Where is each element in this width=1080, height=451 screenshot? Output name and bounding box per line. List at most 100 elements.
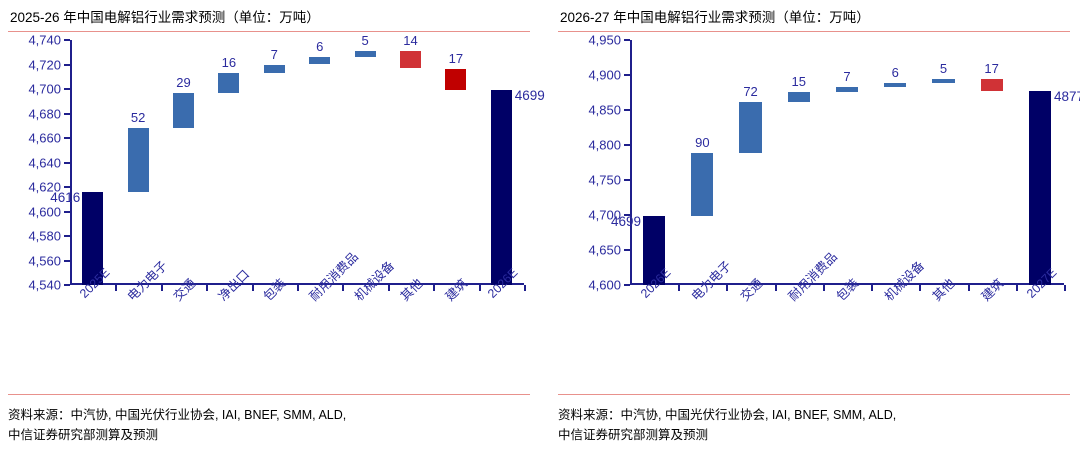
waterfall-bar bbox=[643, 215, 666, 285]
waterfall-bar bbox=[127, 128, 149, 192]
x-axis-tick bbox=[774, 285, 777, 291]
x-axis-tick bbox=[1015, 285, 1018, 291]
y-axis-label: 4,850 bbox=[588, 102, 621, 118]
title-divider-right bbox=[558, 31, 1070, 32]
y-axis-tick bbox=[624, 74, 630, 76]
x-axis-labels-left: 2025E 电力电子 交通 净出口 包装 耐用消费品 机械设备 其他 建筑 2026E bbox=[8, 250, 530, 360]
x-axis-tick bbox=[919, 285, 922, 291]
x-axis-tick bbox=[524, 285, 526, 291]
bar-value-label: 4877 bbox=[1053, 89, 1080, 105]
y-axis-tick bbox=[64, 112, 70, 115]
waterfall-bar bbox=[309, 57, 331, 65]
bar-value-label: 72 bbox=[743, 84, 758, 100]
bar-value-label: 6 bbox=[891, 64, 899, 80]
waterfall-bar bbox=[400, 51, 421, 69]
x-axis-tick bbox=[726, 285, 729, 291]
y-axis-tick bbox=[624, 249, 630, 251]
y-axis-tick bbox=[624, 214, 630, 216]
y-axis-label: 4,540 bbox=[28, 277, 61, 293]
y-axis-left bbox=[70, 40, 72, 285]
waterfall-bar bbox=[787, 91, 810, 103]
chart-panel-right: 2026-27 年中国电解铝行业需求预测（单位：万吨） 4,600 4,650 4,… bbox=[540, 0, 1080, 451]
y-axis-label: 4,950 bbox=[588, 32, 621, 48]
bar-value-label: 4616 bbox=[50, 189, 81, 205]
source-note-left: 资料来源：中汽协, 中国光伏行业协会, IAI, BNEF, SMM, ALD,… bbox=[8, 406, 530, 445]
x-axis-tick bbox=[433, 285, 436, 291]
bar-value-label: 7 bbox=[270, 46, 278, 62]
waterfall-bar bbox=[218, 73, 240, 93]
chart-area-left: 4,540 4,560 4,580 4,600 4,620 4,640 4,660 4,680… bbox=[8, 32, 544, 362]
source-divider-left bbox=[8, 394, 530, 395]
waterfall-bar bbox=[263, 64, 285, 74]
y-axis-label: 4,700 bbox=[588, 207, 621, 223]
x-axis-labels-right: 2026E 电力电子 交通 耐用消费品 包装 机械设备 其他 建筑 2027E bbox=[558, 250, 1070, 360]
x-axis-tick bbox=[822, 285, 825, 291]
y-axis-tick bbox=[64, 137, 70, 139]
x-axis-tick bbox=[678, 285, 681, 291]
y-axis-label: 4,740 bbox=[28, 32, 61, 48]
plot-left: 4,540 4,560 4,580 4,600 4,620 4,640 4,660 4,680… bbox=[28, 34, 544, 292]
bar-value-label: 17 bbox=[448, 51, 464, 67]
y-axis-tick bbox=[64, 186, 70, 188]
x-axis-tick bbox=[1064, 285, 1066, 291]
y-axis-label: 4,680 bbox=[28, 106, 61, 121]
x-axis-tick bbox=[297, 285, 299, 291]
y-axis-label: 4,750 bbox=[588, 172, 621, 188]
y-axis-tick bbox=[64, 210, 70, 213]
x-axis-tick bbox=[967, 285, 970, 291]
waterfall-bar bbox=[932, 79, 955, 83]
bar-value-label: 5 bbox=[939, 61, 948, 77]
bar-value-label: 29 bbox=[176, 74, 191, 90]
waterfall-bar bbox=[490, 90, 512, 285]
x-axis-right bbox=[630, 283, 1064, 285]
x-axis-tick bbox=[387, 285, 390, 291]
x-axis-tick bbox=[342, 285, 345, 291]
bar-value-label: 52 bbox=[130, 110, 146, 126]
waterfall-bar bbox=[1028, 91, 1051, 285]
bar-value-label: 15 bbox=[791, 73, 806, 89]
bar-value-label: 17 bbox=[984, 61, 999, 77]
chart-area-right: 4,600 4,650 4,700 4,750 4,800 4,850 4,900 4,950… bbox=[558, 32, 1080, 362]
x-axis-tick bbox=[160, 285, 163, 291]
y-axis-label: 4,700 bbox=[28, 81, 61, 97]
y-axis-right bbox=[630, 40, 632, 285]
y-axis-label: 4,580 bbox=[28, 228, 61, 244]
waterfall-bar bbox=[980, 79, 1003, 92]
y-axis-label: 4,720 bbox=[28, 57, 61, 72]
y-axis-label: 4,600 bbox=[588, 277, 621, 293]
y-axis-tick bbox=[64, 161, 70, 164]
bar-value-label: 4699 bbox=[610, 213, 642, 229]
source-line-1: 资料来源：中汽协, 中国光伏行业协会, IAI, BNEF, SMM, ALD, bbox=[8, 408, 347, 423]
source-line-1: 资料来源：中汽协, 中国光伏行业协会, IAI, BNEF, SMM, ALD, bbox=[558, 408, 897, 423]
y-axis-tick bbox=[624, 109, 630, 111]
source-line-2: 中信证券研究部测算及预测 bbox=[558, 427, 709, 442]
x-axis-tick bbox=[871, 285, 874, 291]
source-divider-right bbox=[558, 394, 1070, 395]
waterfall-bar bbox=[884, 82, 907, 87]
x-axis-tick bbox=[206, 285, 209, 291]
chart-panel-left: 2025-26 年中国电解铝行业需求预测（单位：万吨） 4,540 4,560 4,… bbox=[8, 10, 545, 445]
y-axis-tick bbox=[64, 88, 70, 90]
waterfall-bar bbox=[445, 69, 467, 91]
x-axis-tick bbox=[115, 285, 118, 291]
y-axis-label: 4,800 bbox=[588, 137, 621, 153]
waterfall-bar bbox=[691, 152, 714, 216]
y-axis-tick bbox=[624, 179, 630, 181]
y-axis-tick bbox=[624, 284, 630, 286]
y-axis-tick bbox=[64, 63, 70, 66]
x-axis-left bbox=[70, 283, 524, 285]
y-axis-label: 4,560 bbox=[28, 253, 61, 268]
bar-value-label: 7 bbox=[843, 68, 851, 84]
waterfall-bar bbox=[354, 51, 376, 58]
y-axis-tick bbox=[64, 284, 70, 286]
bar-value-label: 5 bbox=[361, 33, 369, 49]
x-axis-tick bbox=[478, 285, 481, 291]
y-axis-tick bbox=[64, 235, 70, 237]
y-axis-label: 4,650 bbox=[588, 242, 621, 258]
y-axis-label: 4,600 bbox=[28, 204, 61, 219]
title-divider-left bbox=[8, 31, 530, 32]
waterfall-bar bbox=[739, 102, 762, 153]
y-axis-tick bbox=[64, 39, 70, 41]
chart-title-left: 2025-26 年中国电解铝行业需求预测（单位：万吨） bbox=[10, 10, 320, 25]
